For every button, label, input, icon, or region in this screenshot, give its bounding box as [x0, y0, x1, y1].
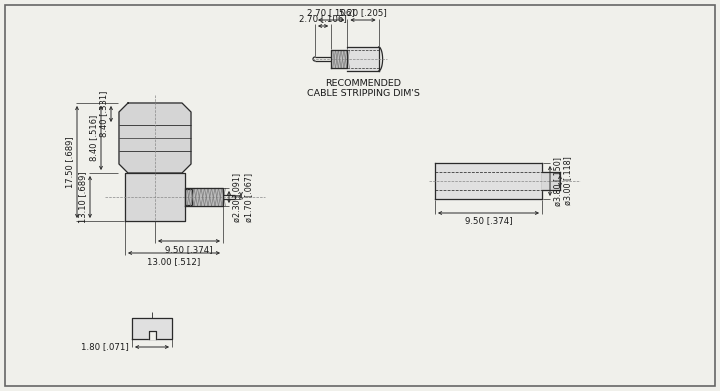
Polygon shape — [331, 50, 347, 68]
Polygon shape — [132, 318, 172, 339]
Text: 5.20 [.205]: 5.20 [.205] — [339, 8, 387, 17]
Text: 13.10 [.689]: 13.10 [.689] — [78, 171, 87, 223]
Text: ø3.80 [.150]: ø3.80 [.150] — [553, 156, 562, 206]
Text: 8.40 [.516]: 8.40 [.516] — [89, 115, 98, 161]
Polygon shape — [542, 172, 560, 190]
Text: 9.50 [.374]: 9.50 [.374] — [464, 216, 513, 225]
Text: 2.70 [.106]: 2.70 [.106] — [307, 8, 355, 17]
Polygon shape — [347, 47, 379, 71]
Text: 9.50 [.374]: 9.50 [.374] — [165, 245, 213, 254]
Text: 1.80 [.071]: 1.80 [.071] — [81, 343, 129, 352]
Polygon shape — [125, 173, 185, 221]
Polygon shape — [435, 163, 542, 199]
Polygon shape — [185, 188, 223, 206]
Polygon shape — [119, 103, 191, 173]
Polygon shape — [148, 331, 156, 339]
Text: 2.70 [.106]: 2.70 [.106] — [300, 14, 347, 23]
Text: RECOMMENDED
CABLE STRIPPING DIM'S: RECOMMENDED CABLE STRIPPING DIM'S — [307, 79, 420, 99]
Text: 13.00 [.512]: 13.00 [.512] — [148, 257, 201, 266]
Text: ø2.30 [.091]: ø2.30 [.091] — [232, 172, 241, 222]
Text: ø1.70 [.067]: ø1.70 [.067] — [244, 172, 253, 222]
Text: ø3.00 [.118]: ø3.00 [.118] — [563, 156, 572, 205]
Text: 8.40 [.331]: 8.40 [.331] — [99, 91, 108, 137]
Text: 17.50 [.689]: 17.50 [.689] — [65, 136, 74, 188]
